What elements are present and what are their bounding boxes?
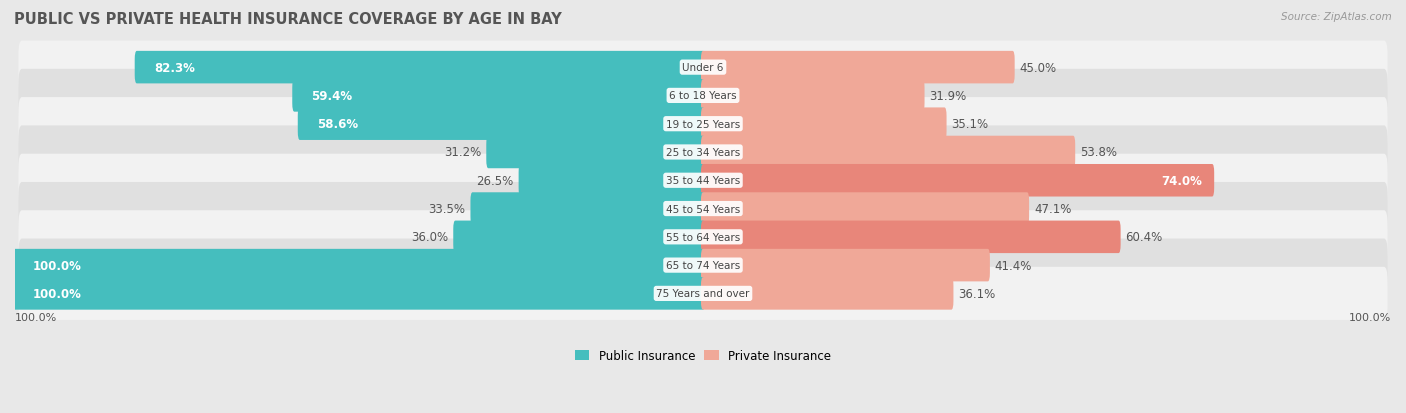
FancyBboxPatch shape (292, 80, 704, 112)
Text: 53.8%: 53.8% (1080, 146, 1116, 159)
Text: 59.4%: 59.4% (312, 90, 353, 103)
FancyBboxPatch shape (702, 165, 1215, 197)
Text: 19 to 25 Years: 19 to 25 Years (666, 119, 740, 129)
Text: 35 to 44 Years: 35 to 44 Years (666, 176, 740, 186)
Text: PUBLIC VS PRIVATE HEALTH INSURANCE COVERAGE BY AGE IN BAY: PUBLIC VS PRIVATE HEALTH INSURANCE COVER… (14, 12, 562, 27)
FancyBboxPatch shape (702, 108, 946, 140)
Text: 36.0%: 36.0% (412, 231, 449, 244)
FancyBboxPatch shape (702, 249, 990, 282)
FancyBboxPatch shape (18, 239, 1388, 292)
Text: 58.6%: 58.6% (316, 118, 359, 131)
Text: 31.9%: 31.9% (929, 90, 966, 103)
FancyBboxPatch shape (486, 136, 704, 169)
FancyBboxPatch shape (135, 52, 704, 84)
FancyBboxPatch shape (18, 41, 1388, 95)
Text: 41.4%: 41.4% (994, 259, 1032, 272)
Text: 82.3%: 82.3% (155, 62, 195, 74)
FancyBboxPatch shape (18, 211, 1388, 264)
Text: 47.1%: 47.1% (1033, 202, 1071, 216)
FancyBboxPatch shape (453, 221, 704, 254)
Text: 33.5%: 33.5% (429, 202, 465, 216)
FancyBboxPatch shape (13, 278, 704, 310)
Text: 25 to 34 Years: 25 to 34 Years (666, 147, 740, 158)
FancyBboxPatch shape (298, 108, 704, 140)
Text: 6 to 18 Years: 6 to 18 Years (669, 91, 737, 101)
FancyBboxPatch shape (13, 249, 704, 282)
Text: Under 6: Under 6 (682, 63, 724, 73)
FancyBboxPatch shape (702, 193, 1029, 225)
FancyBboxPatch shape (18, 70, 1388, 123)
Text: 100.0%: 100.0% (1348, 312, 1391, 322)
Text: 55 to 64 Years: 55 to 64 Years (666, 232, 740, 242)
Text: 36.1%: 36.1% (959, 287, 995, 300)
Text: 100.0%: 100.0% (32, 287, 82, 300)
FancyBboxPatch shape (702, 52, 1015, 84)
FancyBboxPatch shape (18, 126, 1388, 179)
Text: 60.4%: 60.4% (1125, 231, 1163, 244)
Text: 35.1%: 35.1% (952, 118, 988, 131)
FancyBboxPatch shape (18, 183, 1388, 235)
Legend: Public Insurance, Private Insurance: Public Insurance, Private Insurance (571, 344, 835, 367)
Text: 65 to 74 Years: 65 to 74 Years (666, 261, 740, 271)
FancyBboxPatch shape (702, 221, 1121, 254)
Text: 75 Years and over: 75 Years and over (657, 289, 749, 299)
Text: Source: ZipAtlas.com: Source: ZipAtlas.com (1281, 12, 1392, 22)
Text: 31.2%: 31.2% (444, 146, 481, 159)
Text: 100.0%: 100.0% (15, 312, 58, 322)
Text: 74.0%: 74.0% (1161, 174, 1202, 188)
Text: 45.0%: 45.0% (1019, 62, 1056, 74)
FancyBboxPatch shape (702, 80, 925, 112)
Text: 45 to 54 Years: 45 to 54 Years (666, 204, 740, 214)
FancyBboxPatch shape (702, 136, 1076, 169)
FancyBboxPatch shape (18, 154, 1388, 207)
FancyBboxPatch shape (519, 165, 704, 197)
FancyBboxPatch shape (18, 267, 1388, 320)
FancyBboxPatch shape (471, 193, 704, 225)
FancyBboxPatch shape (702, 278, 953, 310)
Text: 26.5%: 26.5% (477, 174, 513, 188)
FancyBboxPatch shape (18, 98, 1388, 151)
Text: 100.0%: 100.0% (32, 259, 82, 272)
